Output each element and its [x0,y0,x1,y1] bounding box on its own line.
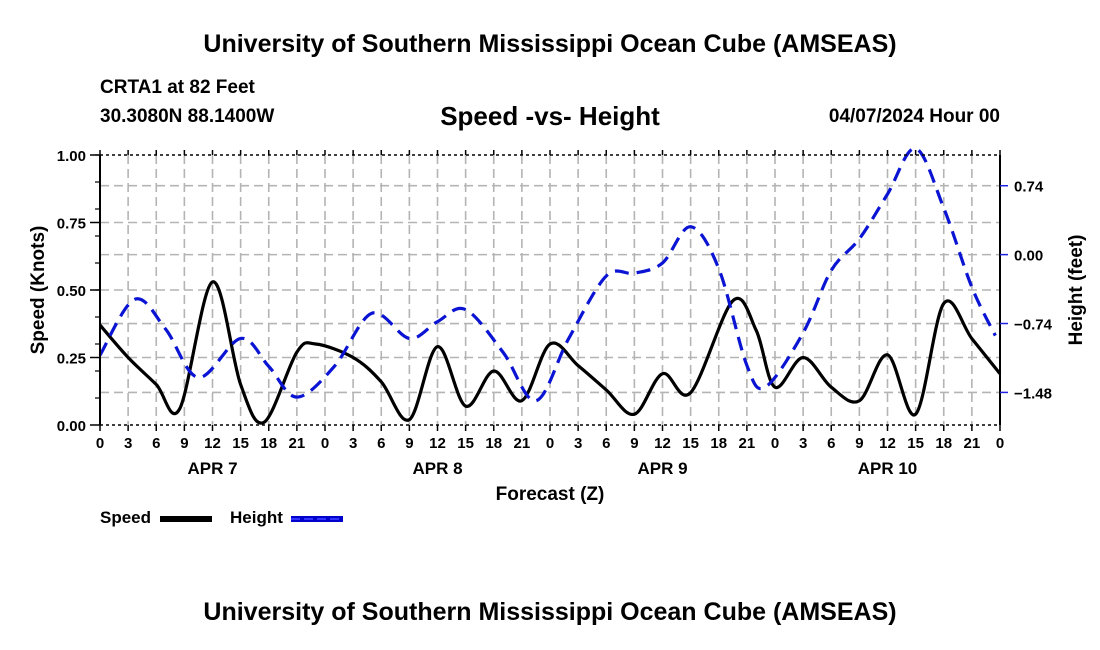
x-axis-title: Forecast (Z) [496,484,605,505]
day-label: APR 9 [637,459,687,478]
forecast-datetime: 04/07/2024 Hour 00 [828,106,1000,127]
series-line-height [98,146,997,403]
x-tick-label: 18 [935,435,952,452]
y2-tick-label: 0.74 [1014,179,1044,196]
x-tick-label: 0 [996,435,1004,452]
day-label: APR 8 [412,459,462,478]
x-tick-label: 3 [799,435,807,452]
y-tick-label: 0.00 [57,418,86,435]
x-tick-label: 12 [429,435,446,452]
y2-tick-label: −0.74 [1014,317,1053,334]
grid [100,155,1000,425]
series-layer [98,146,1002,425]
day-label: APR 7 [187,459,237,478]
x-tick-label: 3 [574,435,582,452]
x-tick-label: 0 [321,435,329,452]
x-tick-label: 9 [180,435,188,452]
x-tick-label: 6 [377,435,385,452]
x-tick-label: 21 [739,435,756,452]
x-tick-label: 3 [349,435,357,452]
axis-labels: 0 3 6 9 12 15 18 21 0 3 6 9 12 15 18 21 0 3 6 9 12 15 18 21 0 3 6 9… [28,148,1087,505]
y-tick-label: 0.50 [57,283,86,300]
x-tick-label: 15 [682,435,699,452]
chart-subtitle: Speed -vs- Height [440,101,660,131]
x-tick-label: 9 [855,435,863,452]
footer-title: University of Southern Mississippi Ocean… [203,598,897,626]
coordinates-label: 30.3080N 88.1400W [100,106,275,127]
day-label: APR 10 [858,459,918,478]
y-tick-label: 0.25 [57,351,86,368]
x-tick-label: 6 [152,435,160,452]
x-tick-label: 21 [964,435,981,452]
legend-height: Height [230,508,283,528]
legend-speed-swatch [160,516,212,522]
x-tick-label: 15 [232,435,249,452]
x-tick-label: 6 [602,435,610,452]
x-tick-label: 21 [514,435,531,452]
x-tick-label: 0 [546,435,554,452]
x-tick-label: 18 [485,435,502,452]
axes [90,150,1008,431]
legend-height-label: Height [230,508,283,527]
y2-axis-title: Height (feet) [1066,235,1087,346]
y2-tick-label: 0.00 [1014,248,1043,265]
legend-height-swatch [291,516,343,522]
x-tick-label: 9 [630,435,638,452]
x-tick-label: 12 [654,435,671,452]
series-line-speed [98,280,1002,425]
x-tick-label: 21 [289,435,306,452]
y-tick-label: 0.75 [57,216,86,233]
x-tick-label: 12 [204,435,221,452]
main-title: University of Southern Mississippi Ocean… [203,30,897,58]
x-tick-label: 18 [260,435,277,452]
x-tick-label: 12 [879,435,896,452]
x-tick-label: 15 [907,435,924,452]
station-label: CRTA1 at 82 Feet [100,77,255,98]
y-tick-label: 1.00 [57,148,86,165]
legend-speed: Speed [100,508,151,528]
y2-tick-label: −1.48 [1014,385,1052,402]
x-tick-label: 15 [457,435,474,452]
y-axis-title: Speed (Knots) [28,226,49,355]
x-tick-label: 18 [710,435,727,452]
x-tick-label: 3 [124,435,132,452]
x-tick-label: 0 [96,435,104,452]
x-tick-label: 6 [827,435,835,452]
x-tick-label: 0 [771,435,779,452]
legend-speed-label: Speed [100,508,152,527]
x-tick-label: 9 [405,435,413,452]
